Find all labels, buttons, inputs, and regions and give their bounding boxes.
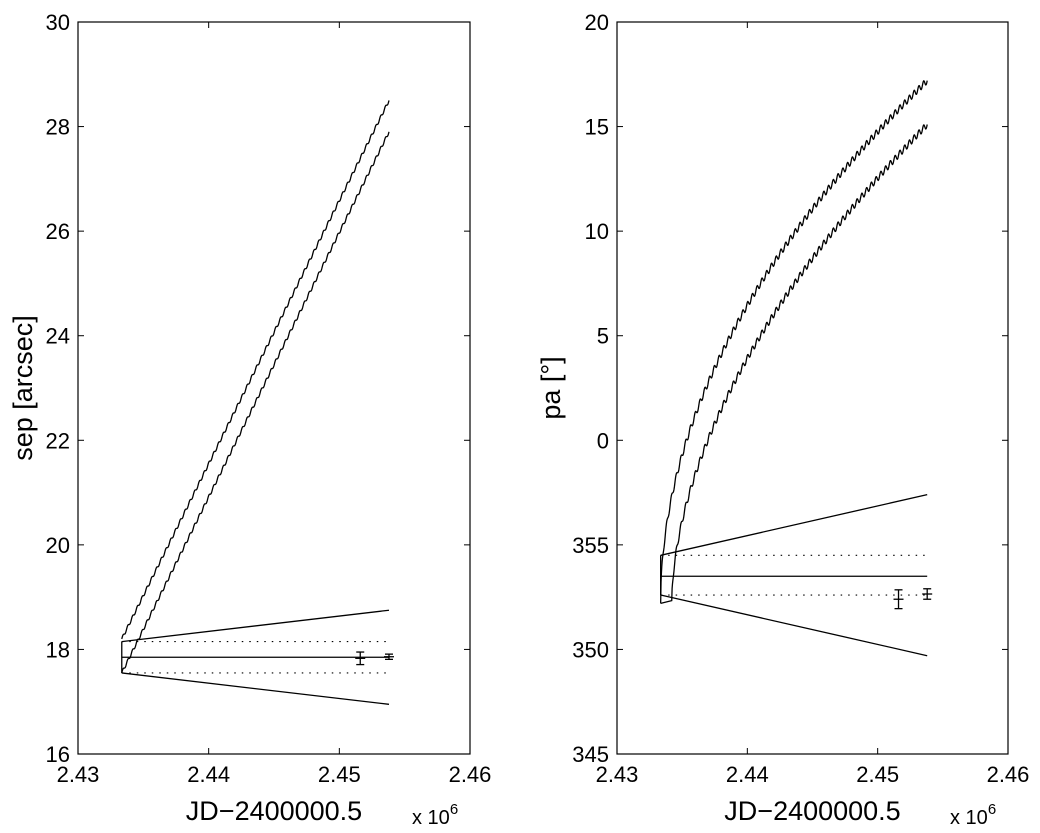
y-tick-label: 22 — [46, 428, 70, 453]
model-line — [121, 609, 390, 643]
data-point — [922, 588, 933, 600]
left-panel: 16 18 20 22 24 26 28 30 2.43 2.44 2.45 2.46 JD−24000… — [8, 10, 491, 829]
x-multiplier: x 106 — [950, 801, 996, 829]
orbit-curve — [121, 131, 390, 674]
y-tick-label: 16 — [46, 742, 70, 767]
y-tick-label: 26 — [46, 219, 70, 244]
orbit-curve — [660, 79, 928, 604]
y-tick-label: 20 — [585, 10, 609, 35]
y-tick-label: 15 — [585, 115, 609, 140]
y-tick-label: 345 — [572, 742, 609, 767]
plot-frame — [616, 21, 1009, 755]
model-line — [660, 594, 928, 657]
data-point — [355, 651, 366, 666]
y-tick-label: 350 — [572, 637, 609, 662]
plot-frame — [77, 21, 471, 755]
x-tick-label: 2.44 — [187, 762, 230, 787]
right-panel: 345 350 355 0 5 10 15 20 2.43 2.44 2.45 2.46 JD−2400… — [536, 10, 1029, 829]
y-tick-label: 18 — [46, 637, 70, 662]
orbit-curve — [660, 124, 928, 605]
x-multiplier-base: x 10 — [412, 807, 450, 829]
x-tick-label: 2.46 — [987, 762, 1030, 787]
y-tick-label: 28 — [46, 115, 70, 140]
y-tick-label: 5 — [597, 324, 609, 349]
y-tick-label: 30 — [46, 10, 70, 35]
y-tick-label: 24 — [46, 324, 70, 349]
model-line — [660, 494, 928, 556]
data-point — [383, 653, 394, 661]
x-multiplier-exponent: 6 — [988, 801, 996, 818]
orbit-curve — [121, 100, 390, 640]
x-axis-label: JD−2400000.5 — [724, 796, 900, 826]
y-tick-label: 20 — [46, 533, 70, 558]
x-tick-label: 2.45 — [856, 762, 899, 787]
x-axis-label: JD−2400000.5 — [186, 796, 362, 826]
x-multiplier-exponent: 6 — [450, 801, 458, 818]
y-tick-label: 355 — [572, 533, 609, 558]
model-line — [121, 672, 390, 705]
y-axis-label: sep [arcsec] — [8, 315, 38, 461]
x-tick-label: 2.43 — [57, 762, 100, 787]
y-tick-label: 10 — [585, 219, 609, 244]
x-tick-label: 2.46 — [449, 762, 492, 787]
x-tick-label: 2.45 — [318, 762, 361, 787]
y-tick-label: 0 — [597, 428, 609, 453]
x-multiplier-base: x 10 — [950, 807, 988, 829]
y-axis-label: pa [°] — [536, 356, 566, 419]
x-tick-label: 2.44 — [726, 762, 769, 787]
x-tick-label: 2.43 — [596, 762, 639, 787]
x-multiplier: x 106 — [412, 801, 458, 829]
data-point — [893, 589, 904, 610]
